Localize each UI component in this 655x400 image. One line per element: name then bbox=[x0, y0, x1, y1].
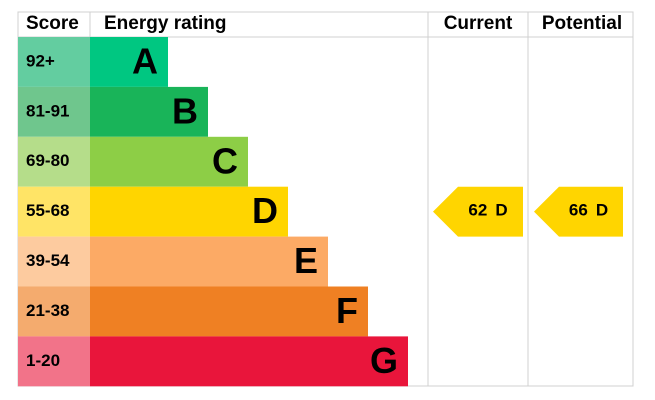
header-rating: Energy rating bbox=[104, 13, 226, 34]
rating-letter: E bbox=[294, 240, 318, 281]
rating-letter: F bbox=[336, 290, 358, 331]
current-arrow bbox=[433, 186, 523, 237]
potential-arrow bbox=[534, 186, 623, 237]
score-label: 21-38 bbox=[26, 301, 69, 320]
rating-bar bbox=[90, 86, 208, 137]
header-potential: Potential bbox=[542, 13, 622, 34]
current-letter: D bbox=[495, 201, 507, 220]
header-score: Score bbox=[26, 13, 79, 34]
score-cell bbox=[18, 37, 90, 87]
rating-bar bbox=[90, 336, 408, 387]
rating-letter: G bbox=[370, 340, 398, 381]
score-cell bbox=[18, 236, 90, 287]
score-label: 55-68 bbox=[26, 201, 69, 220]
score-cell bbox=[18, 86, 90, 137]
score-label: 81-91 bbox=[26, 101, 69, 120]
potential-score: 66 bbox=[569, 201, 588, 220]
score-cell bbox=[18, 186, 90, 237]
score-label: 92+ bbox=[26, 51, 55, 70]
rating-letter: B bbox=[172, 90, 198, 131]
potential-letter: D bbox=[596, 201, 608, 220]
score-label: 69-80 bbox=[26, 151, 69, 170]
rating-letter: C bbox=[212, 140, 238, 181]
score-label: 1-20 bbox=[26, 351, 60, 370]
score-cell bbox=[18, 136, 90, 187]
rating-bar bbox=[90, 136, 248, 187]
rating-bar bbox=[90, 186, 288, 237]
current-score: 62 bbox=[468, 201, 487, 220]
score-cell bbox=[18, 336, 90, 387]
potential-label: 66 D bbox=[569, 201, 608, 220]
rating-letter: A bbox=[132, 40, 158, 81]
current-label: 62 D bbox=[468, 201, 507, 220]
rating-bar bbox=[90, 37, 168, 87]
rating-letter: D bbox=[252, 190, 278, 231]
rating-bar bbox=[90, 286, 368, 337]
header-current: Current bbox=[444, 13, 513, 34]
score-cell bbox=[18, 286, 90, 337]
score-label: 39-54 bbox=[26, 251, 70, 270]
rating-bar bbox=[90, 236, 328, 287]
